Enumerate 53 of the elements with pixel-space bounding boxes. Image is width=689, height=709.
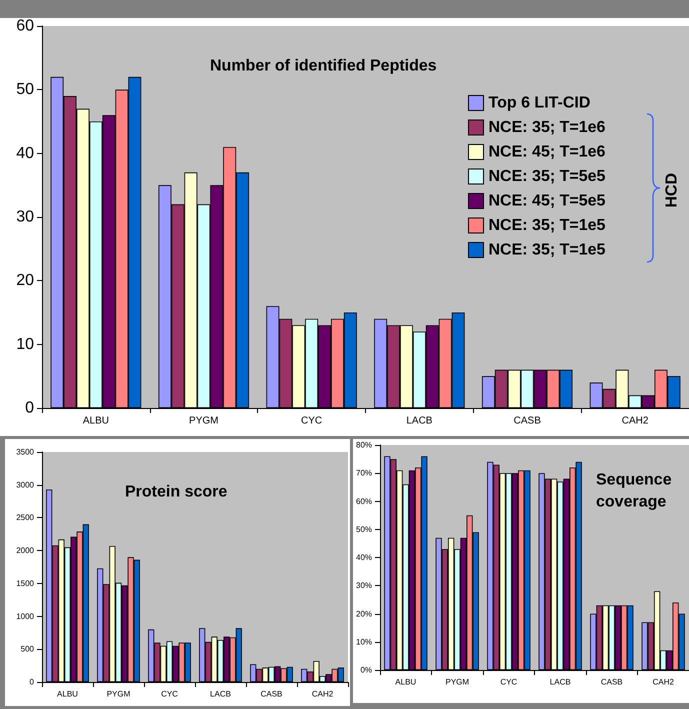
x-tick-label: CAH2	[312, 690, 334, 698]
y-tick-label: 0	[30, 678, 35, 686]
y-tick-label: 60%	[356, 496, 372, 506]
y-tick-label: 40%	[356, 553, 372, 562]
legend-label: Top 6 LIT-CID	[488, 94, 590, 112]
text: Number of identified Peptides	[210, 58, 437, 74]
legend-label: NCE: 45; T=5e5	[488, 192, 606, 210]
y-tick-label: 20	[16, 272, 34, 290]
y-tick-label: 10	[16, 336, 34, 353]
x-tick-label: CAH2	[622, 416, 649, 426]
x-tick-label: CYC	[301, 416, 322, 426]
x-tick-label: LACB	[406, 416, 433, 426]
y-tick-label: 70%	[356, 468, 372, 478]
x-tick-label: LACB	[550, 678, 571, 686]
y-tick-label: 2500	[16, 513, 35, 522]
y-tick-label: 50	[16, 81, 34, 98]
x-tick-label: PYGM	[445, 678, 470, 686]
annotation: HCD	[664, 172, 680, 208]
legend-label: NCE: 35; T=5e5	[488, 168, 606, 185]
y-tick-label: 10%	[356, 637, 372, 646]
y-tick-label: 2000	[16, 546, 35, 556]
legend-label: NCE: 35; T=1e6	[488, 119, 606, 136]
x-tick-label: PYGM	[106, 690, 131, 698]
x-tick-label: PYGM	[189, 416, 218, 426]
legend-label: NCE: 35; T=1e5	[488, 217, 606, 234]
x-tick-label: CASB	[260, 690, 282, 698]
y-tick-label: 20%	[356, 609, 372, 618]
x-tick-label: CYC	[500, 678, 518, 686]
y-tick-label: 1000	[16, 612, 35, 621]
x-tick-label: CAH2	[652, 678, 674, 686]
x-tick-label: LACB	[210, 690, 231, 698]
x-tick-label: CYC	[161, 690, 178, 698]
y-tick-label: 0%	[360, 666, 372, 674]
y-tick-label: 500	[20, 644, 35, 654]
legend-label: NCE: 35; T=1e5	[488, 242, 606, 258]
y-tick-label: 80%	[356, 440, 372, 450]
x-tick-label: CASB	[600, 678, 623, 686]
legend-label: NCE: 45; T=1e6	[488, 144, 606, 160]
x-tick-label: CASB	[514, 416, 542, 426]
y-tick-label: 60	[16, 18, 34, 34]
text: Sequence coverage	[596, 472, 672, 510]
y-tick-label: 50%	[356, 524, 372, 534]
y-tick-label: 3000	[16, 480, 35, 490]
y-tick-label: 30	[16, 208, 34, 226]
x-tick-label: ALBU	[82, 416, 109, 426]
y-tick-label: 30%	[356, 581, 372, 590]
y-tick-label: 3500	[16, 448, 35, 456]
x-tick-label: ALBU	[395, 678, 416, 686]
y-tick-label: 1500	[16, 578, 35, 588]
text: Protein score	[125, 484, 228, 500]
x-tick-label: ALBU	[57, 690, 78, 698]
y-tick-label: 40	[16, 144, 34, 162]
y-tick-label: 0	[25, 400, 34, 416]
